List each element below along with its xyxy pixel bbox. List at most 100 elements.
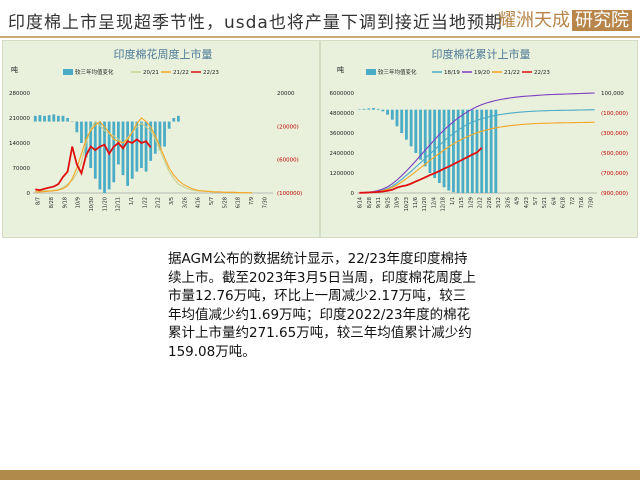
- bar: [414, 109, 418, 153]
- bar: [140, 121, 143, 168]
- bar: [177, 115, 180, 122]
- y-left-tick-label: 210000: [9, 116, 30, 122]
- bar: [485, 109, 488, 193]
- bar: [357, 109, 361, 110]
- legend-label-line: 22/23: [203, 70, 219, 76]
- x-tick-label: 5/7: [533, 197, 539, 205]
- series-line: [359, 109, 595, 194]
- x-tick-label: 3/5: [169, 197, 175, 205]
- bar: [372, 108, 375, 110]
- y-right-tick-label: 100,000: [601, 91, 624, 97]
- x-tick-label: 10/23: [404, 197, 410, 211]
- y-left-tick-label: 0: [351, 191, 355, 197]
- bar: [70, 121, 74, 123]
- x-tick-label: 11/20: [422, 197, 428, 211]
- y-left-tick-label: 0: [27, 191, 31, 197]
- series-line: [359, 121, 595, 194]
- weekly-arrivals-chart: 印度棉花周度上市量吨 较三年均值变化 20/21 21/22 22/23 280000 21…: [2, 40, 320, 238]
- bar: [172, 118, 176, 122]
- x-tick-label: 12/11: [116, 197, 122, 211]
- bar: [126, 121, 129, 186]
- x-tick-label: 7/16: [579, 197, 585, 208]
- bar: [395, 109, 399, 127]
- legend-label-line: 21/22: [173, 70, 189, 76]
- x-tick-label: 12/4: [431, 197, 437, 208]
- y-left-tick-label: 2400000: [330, 151, 355, 157]
- x-tick-label: 7/30: [262, 197, 268, 208]
- legend-label-line: 19/20: [474, 70, 490, 76]
- series-line: [359, 92, 595, 194]
- y-right-tick-label: (300,000): [601, 131, 628, 137]
- bar: [480, 109, 484, 193]
- legend-label-line: 20/21: [143, 70, 159, 76]
- x-tick-label: 4/16: [196, 197, 202, 208]
- y-right-tick-label: (900,000): [601, 191, 628, 197]
- y-right-tick-label: (100,000): [601, 111, 628, 117]
- bar: [494, 109, 498, 193]
- y-axis-label: 吨: [337, 65, 344, 74]
- x-tick-label: 8/14: [358, 197, 364, 208]
- x-tick-label: 11/20: [102, 197, 108, 211]
- chart-title: 印度棉花周度上市量: [114, 47, 213, 61]
- bar: [52, 114, 56, 122]
- x-tick-label: 1/1: [129, 197, 135, 205]
- x-tick-label: 8/28: [367, 197, 373, 208]
- y-left-tick-label: 140000: [9, 141, 30, 147]
- x-tick-label: 1/15: [459, 197, 465, 208]
- legend-label-bar: 较三年均值变化: [75, 68, 114, 76]
- bar: [442, 109, 446, 188]
- x-tick-label: 11/6: [413, 197, 419, 208]
- x-tick-label: 6/4: [551, 197, 557, 205]
- legend-label-bar: 较三年均值变化: [378, 68, 417, 76]
- x-tick-label: 5/28: [222, 197, 228, 208]
- brand-text: 耀洲天成: [498, 10, 570, 31]
- bar: [452, 109, 455, 193]
- legend-swatch-bar: [366, 69, 376, 75]
- y-left-tick-label: 70000: [13, 166, 31, 172]
- bar: [489, 109, 493, 193]
- x-tick-label: 3/12: [496, 197, 502, 208]
- x-tick-label: 4/9: [515, 197, 521, 205]
- bar: [461, 109, 465, 193]
- bar: [163, 121, 166, 147]
- x-tick-label: 9/11: [376, 197, 382, 208]
- bar: [437, 109, 441, 183]
- x-tick-label: 10/9: [395, 197, 401, 208]
- y-right-tick-label: (100000): [277, 191, 302, 197]
- bar: [423, 109, 427, 167]
- series-line: [35, 117, 253, 194]
- bar: [158, 121, 162, 151]
- bar: [405, 109, 408, 140]
- bar: [38, 115, 42, 122]
- x-tick-label: 8/7: [36, 197, 42, 205]
- x-tick-label: 5/21: [542, 197, 548, 208]
- bar: [419, 109, 422, 160]
- bar: [409, 109, 413, 147]
- y-right-tick-label: 20000: [277, 91, 295, 97]
- legend-label-line: 21/22: [504, 70, 520, 76]
- bar: [66, 118, 69, 122]
- legend-label-line: 22/23: [534, 70, 550, 76]
- bar: [400, 109, 404, 133]
- bar: [47, 115, 51, 122]
- x-tick-label: 7/30: [588, 197, 594, 208]
- bar: [98, 121, 102, 190]
- header-divider: [0, 36, 640, 38]
- x-tick-label: 3/26: [505, 197, 511, 208]
- x-tick-label: 5/7: [209, 197, 215, 205]
- cumulative-arrivals-chart: 印度棉花累计上市量吨 较三年均值变化 18/19 19/20 21/22 22/23 600…: [320, 40, 638, 238]
- y-axis-label: 吨: [11, 65, 18, 74]
- x-tick-label: 8/28: [49, 197, 55, 208]
- bar: [428, 109, 432, 173]
- bar: [103, 121, 106, 193]
- legend-label-line: 18/19: [444, 70, 460, 76]
- bar: [130, 121, 134, 179]
- bar: [167, 121, 171, 129]
- bar: [75, 121, 79, 133]
- x-tick-label: 1/1: [450, 197, 456, 205]
- x-tick-label: 10/9: [76, 197, 82, 208]
- x-tick-label: 7/9: [249, 197, 255, 205]
- bar: [107, 121, 111, 190]
- bar: [367, 108, 371, 110]
